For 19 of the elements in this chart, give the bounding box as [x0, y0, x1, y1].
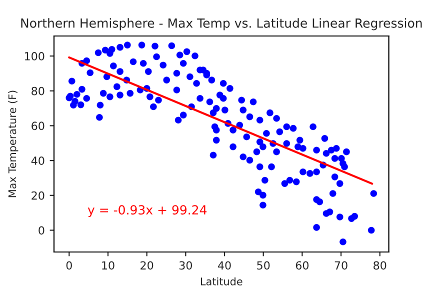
- y-tick-label: 80: [32, 86, 44, 96]
- y-tick-label: 40: [31, 156, 44, 165]
- x-tick-label: 0: [66, 261, 72, 270]
- y-tick-label: 100: [24, 52, 44, 60]
- annotation: y = -0.93x + 99.24: [88, 205, 207, 218]
- x-tick-label: 60: [296, 261, 309, 270]
- x-tick-label: 10: [102, 261, 114, 270]
- x-tick-label: 80: [374, 261, 386, 270]
- y-axis-title: Max Temperature (F): [8, 90, 18, 198]
- x-tick-label: 20: [140, 261, 154, 270]
- y-tick-label: 20: [32, 191, 44, 200]
- x-axis-title: Latitude: [200, 277, 242, 286]
- y-tick-label: 0: [38, 226, 44, 235]
- x-tick-label: 30: [179, 261, 192, 270]
- x-tick-label: 70: [334, 261, 348, 270]
- y-tick-label: 60: [32, 122, 44, 130]
- x-tick-label: 40: [218, 261, 231, 270]
- x-tick-label: 50: [257, 261, 270, 270]
- chart-title: Northern Hemisphere - Max Temp vs. Latitude Linear Regression: [21, 18, 422, 30]
